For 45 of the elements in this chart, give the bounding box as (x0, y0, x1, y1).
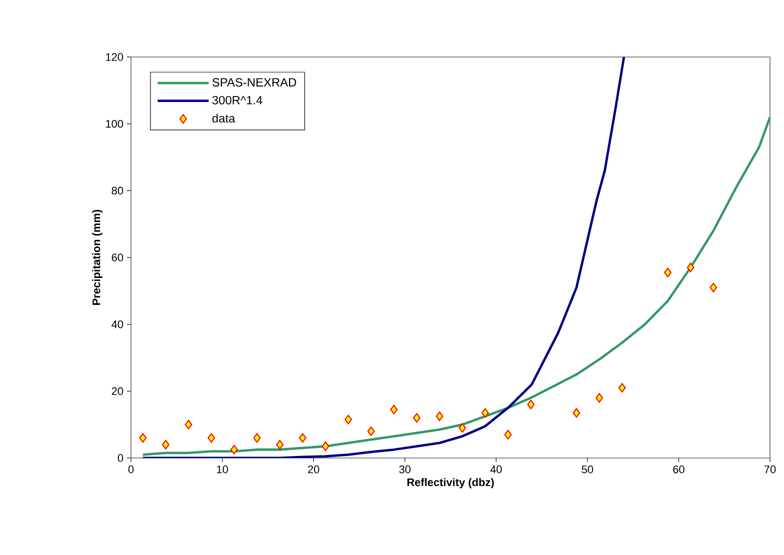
y-tick-label: 100 (106, 120, 124, 128)
point (367, 426, 375, 436)
point (162, 440, 170, 450)
x-tick-label: 10 (217, 466, 228, 474)
point (686, 262, 694, 272)
y-tick-label: 80 (112, 186, 124, 195)
point (596, 393, 603, 403)
x-tick-label: 50 (582, 466, 594, 474)
point (458, 423, 466, 433)
y-tick-label: 40 (112, 320, 124, 328)
x-tick-label: 60 (673, 466, 684, 474)
x-tick-label: 0 (128, 466, 134, 474)
point (276, 440, 284, 450)
y-axis-title: Precipitation (mm) (92, 210, 102, 305)
point (390, 404, 398, 414)
x-tick-label: 20 (308, 466, 320, 474)
legend-label: 300R^1.4 (212, 96, 262, 104)
x-tick-label: 40 (490, 466, 502, 474)
y-tick-label: 0 (118, 454, 124, 462)
point (481, 408, 489, 418)
point (572, 408, 580, 418)
y-tick-label: 60 (112, 254, 124, 262)
point (184, 420, 192, 430)
point (710, 282, 718, 292)
line-series (142, 116, 770, 456)
point (253, 433, 261, 443)
point (208, 433, 216, 443)
y-tick-label: 120 (106, 53, 124, 61)
point (504, 430, 512, 440)
point (618, 383, 626, 393)
point (436, 411, 444, 421)
point (322, 442, 330, 452)
point (298, 433, 306, 443)
point (664, 268, 672, 278)
x-tick-label: 30 (399, 466, 411, 474)
x-axis-title: Reflectivity (dbz) (407, 478, 494, 488)
point (230, 444, 238, 454)
point (344, 414, 352, 424)
y-tick-label: 20 (112, 387, 124, 396)
point (139, 433, 147, 443)
legend-label: SPAS-NEXRAD (212, 78, 296, 87)
point (527, 400, 535, 410)
legend-label: data (212, 114, 236, 123)
x-tick-label: 70 (764, 466, 776, 474)
point (413, 413, 420, 423)
